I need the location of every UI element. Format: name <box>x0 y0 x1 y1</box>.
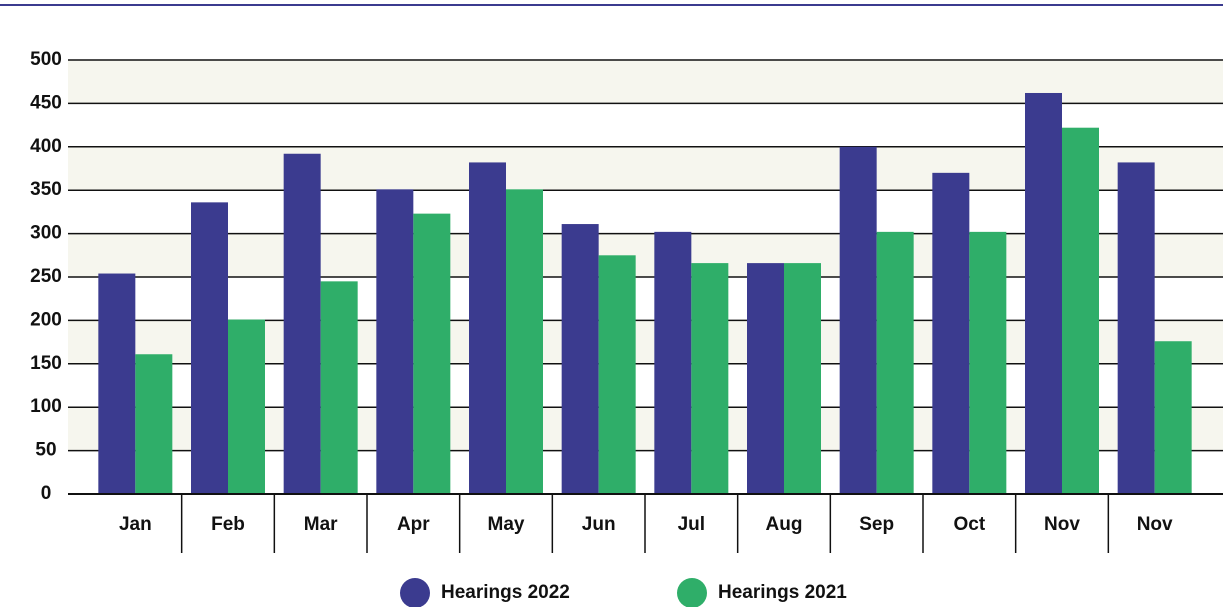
legend-label: Hearings 2021 <box>718 582 847 603</box>
bar <box>784 263 821 494</box>
bar <box>1062 127 1099 494</box>
bar <box>876 231 914 494</box>
bar <box>747 263 784 494</box>
bar <box>506 189 543 494</box>
bar <box>561 224 599 494</box>
legend-swatch <box>400 578 430 608</box>
x-tick-label: Nov <box>1044 514 1080 535</box>
bar <box>654 231 692 494</box>
y-tick-label: 150 <box>30 353 62 374</box>
bar <box>1117 162 1155 494</box>
bar <box>1025 92 1062 494</box>
bar <box>839 146 877 495</box>
x-tick-label: Jul <box>678 514 705 535</box>
bar <box>413 213 451 495</box>
bar <box>598 255 636 494</box>
y-tick-label: 300 <box>30 223 62 244</box>
bar <box>228 319 265 494</box>
x-tick-label: Mar <box>304 514 338 535</box>
y-tick-label: 500 <box>30 49 62 70</box>
bar <box>1154 341 1192 494</box>
y-tick-label: 350 <box>30 179 62 200</box>
x-tick-label: Jan <box>119 514 152 535</box>
legend-swatch <box>677 578 707 608</box>
x-tick-label: May <box>488 514 525 535</box>
y-tick-label: 50 <box>35 440 56 461</box>
x-tick-label: Sep <box>859 514 894 535</box>
bar <box>135 354 173 494</box>
x-tick-label: Nov <box>1137 514 1173 535</box>
bar <box>376 189 414 494</box>
y-tick-label: 450 <box>30 92 62 113</box>
x-tick-label: Jun <box>582 514 616 535</box>
bar <box>283 153 321 494</box>
bar <box>469 162 506 494</box>
y-tick-label: 0 <box>41 483 52 504</box>
x-tick-label: Apr <box>397 514 430 535</box>
legend-label: Hearings 2022 <box>441 582 570 603</box>
bar <box>932 172 970 494</box>
bar <box>969 231 1007 494</box>
bar <box>191 202 228 495</box>
y-tick-label: 250 <box>30 266 62 287</box>
x-tick-label: Feb <box>211 514 245 535</box>
y-tick-label: 200 <box>30 309 62 330</box>
y-tick-label: 100 <box>30 396 62 417</box>
bar <box>98 273 136 494</box>
bar <box>320 281 358 494</box>
x-tick-label: Aug <box>766 514 803 535</box>
x-tick-label: Oct <box>953 514 985 535</box>
y-tick-label: 400 <box>30 136 62 157</box>
bar <box>691 263 729 494</box>
